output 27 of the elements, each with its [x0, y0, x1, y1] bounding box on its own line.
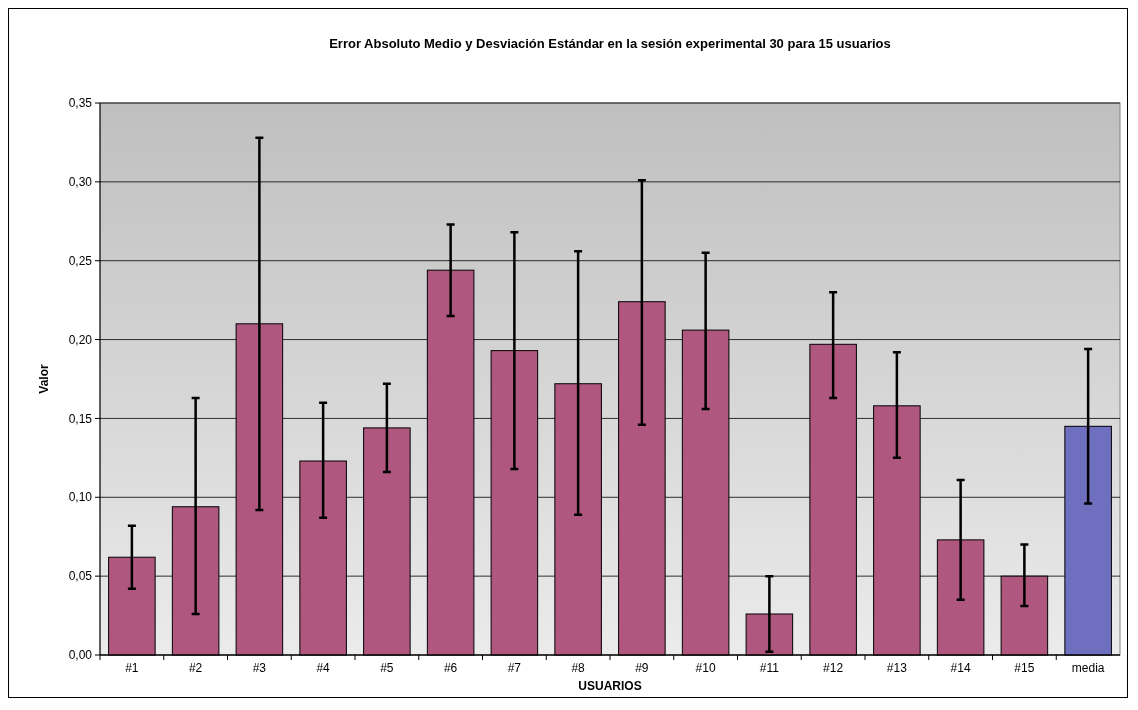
- x-tick-label: #15: [1014, 661, 1035, 675]
- y-tick-label: 0,25: [68, 253, 93, 268]
- y-tick-label: 0,15: [68, 411, 93, 426]
- y-tick-label: 0,00: [68, 648, 93, 663]
- x-tick-label: #14: [950, 661, 971, 675]
- x-tick-label: #4: [316, 661, 331, 675]
- y-tick-label: 0,20: [68, 332, 93, 347]
- x-tick-label: #3: [252, 661, 267, 675]
- y-tick-label: 0,35: [68, 96, 93, 111]
- x-tick-label: #2: [188, 661, 203, 675]
- y-tick-label: 0,10: [68, 490, 93, 505]
- x-tick-label: #8: [571, 661, 586, 675]
- x-tick-label: media: [1071, 661, 1105, 675]
- y-tick-label: 0,30: [68, 175, 93, 190]
- x-tick-label: #11: [759, 661, 780, 675]
- x-tick-label: #12: [823, 661, 844, 675]
- y-tick-label: 0,05: [68, 569, 93, 584]
- x-tick-label: #10: [695, 661, 716, 675]
- x-tick-label: #7: [507, 661, 522, 675]
- x-axis-title: USUARIOS: [578, 679, 642, 693]
- x-tick-label: #1: [125, 661, 139, 675]
- x-tick-label: #13: [886, 661, 908, 675]
- x-tick-label: #9: [635, 661, 649, 675]
- x-tick-label: #5: [380, 661, 394, 675]
- x-tick-label: #6: [443, 661, 458, 675]
- y-axis-title: Valor: [37, 364, 51, 394]
- chart-title: Error Absoluto Medio y Desviación Estándar en la sesión experimental 30 para 15 usuarios: [329, 36, 891, 51]
